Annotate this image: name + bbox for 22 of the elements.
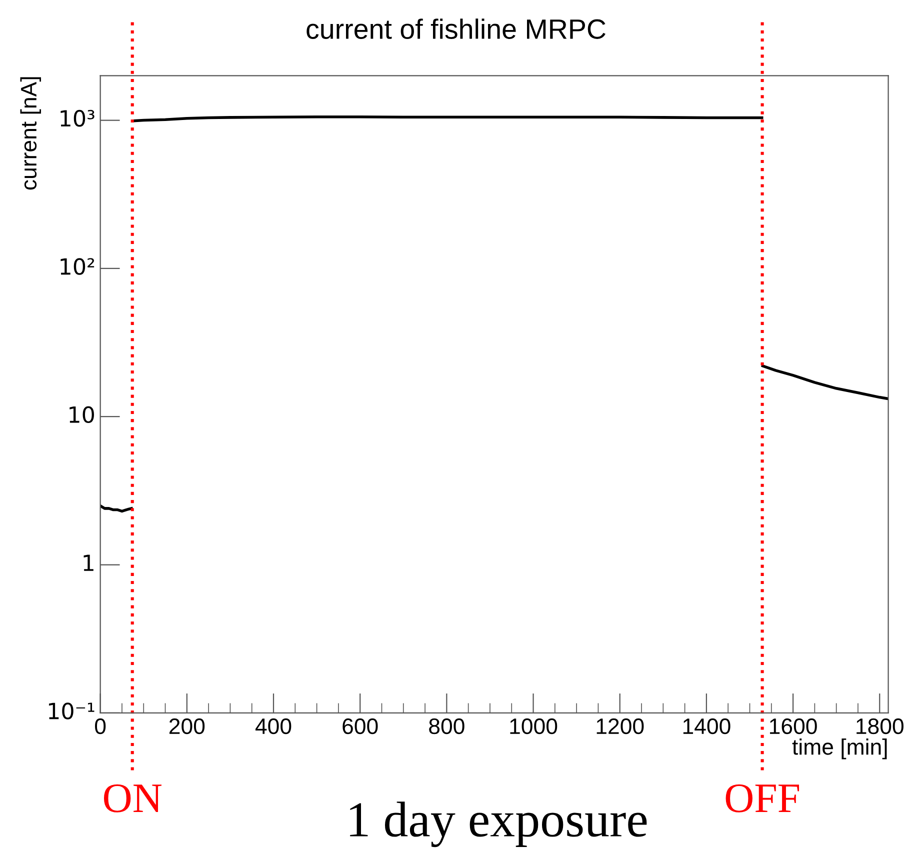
ref-line-label: ON <box>104 784 162 812</box>
ref-line-label: OFF <box>726 784 800 812</box>
x-tick-label: 1400 <box>683 718 730 734</box>
y-tick-label: 10³ <box>60 110 94 127</box>
x-tick-label: 600 <box>342 718 378 734</box>
x-tick-label: 200 <box>169 718 205 734</box>
line-series <box>761 364 888 400</box>
x-tick-label: 0 <box>95 718 106 734</box>
x-tick-label: 1000 <box>510 718 558 734</box>
x-tick-label: 1800 <box>856 718 904 734</box>
x-tick-label: 1200 <box>596 718 644 734</box>
y-tick-label: 10⁻¹ <box>48 702 94 720</box>
chart-title: current of fishline MRPC <box>306 18 606 39</box>
x-axis-title: time [min] <box>792 738 887 760</box>
text: 1 day exposure <box>350 802 647 848</box>
x-tick-label: 1600 <box>770 718 817 734</box>
x-tick-label: 800 <box>429 718 464 734</box>
x-tick-label: 400 <box>255 718 292 734</box>
y-axis-title: current [nA] <box>20 77 41 190</box>
y-tick-label: 10 <box>70 406 94 424</box>
y-tick-label: 1 <box>84 554 94 571</box>
y-tick-label: 10² <box>60 258 94 275</box>
